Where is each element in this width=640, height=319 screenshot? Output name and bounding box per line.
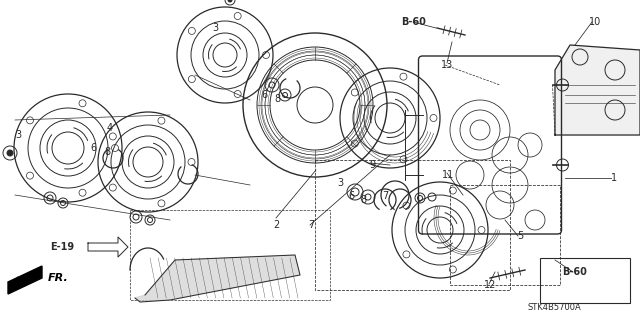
- Text: 3: 3: [337, 178, 343, 188]
- Text: 5: 5: [517, 231, 523, 241]
- Text: 3: 3: [212, 23, 218, 33]
- Polygon shape: [135, 255, 300, 302]
- Text: 4: 4: [107, 123, 113, 133]
- Text: 1: 1: [611, 173, 617, 183]
- Polygon shape: [555, 45, 640, 135]
- Text: B-60: B-60: [401, 17, 426, 27]
- Text: 7: 7: [382, 191, 388, 201]
- Text: 8: 8: [104, 147, 110, 157]
- Text: 7: 7: [308, 220, 314, 230]
- Text: 3: 3: [15, 130, 21, 140]
- Text: FR.: FR.: [48, 273, 68, 283]
- Text: 9: 9: [369, 160, 375, 170]
- Text: 13: 13: [441, 60, 453, 70]
- Text: 8: 8: [360, 195, 366, 205]
- Text: E-19: E-19: [50, 242, 74, 252]
- Text: 6: 6: [261, 90, 267, 100]
- Text: 12: 12: [484, 280, 496, 290]
- Circle shape: [7, 150, 13, 156]
- Bar: [450, 185, 560, 285]
- Text: 11: 11: [442, 170, 454, 180]
- Bar: [540, 258, 630, 303]
- Text: STK4B5700A: STK4B5700A: [527, 303, 581, 313]
- Text: 8: 8: [274, 94, 280, 104]
- Text: 6: 6: [90, 143, 96, 153]
- Polygon shape: [88, 237, 128, 257]
- Circle shape: [228, 0, 232, 2]
- Bar: [315, 160, 510, 290]
- Polygon shape: [8, 266, 42, 294]
- Text: 2: 2: [273, 220, 279, 230]
- Text: B-60: B-60: [563, 267, 588, 277]
- Bar: [130, 210, 330, 300]
- Text: 6: 6: [348, 191, 354, 201]
- Text: 10: 10: [589, 17, 601, 27]
